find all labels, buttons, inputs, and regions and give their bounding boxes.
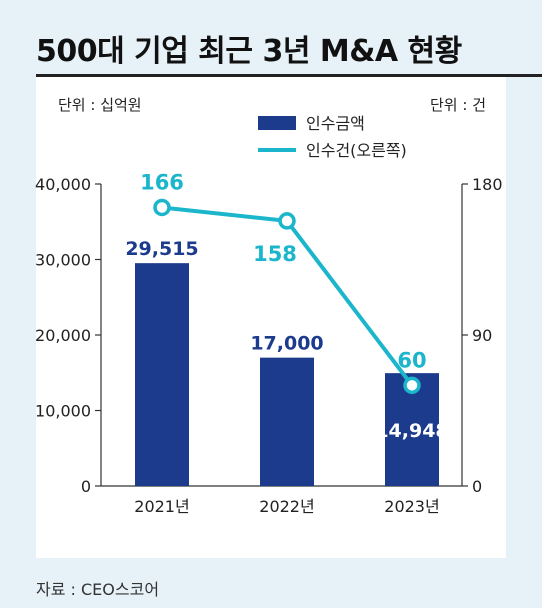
count-value-label: 166 xyxy=(140,170,184,194)
count-point xyxy=(278,212,296,230)
chart-title: 500대 기업 최근 3년 M&A 현황 xyxy=(36,34,462,69)
left-tick-label: 0 xyxy=(81,477,91,496)
right-tick-label: 180 xyxy=(472,175,503,194)
bar-value-label: 29,515 xyxy=(125,238,198,260)
bar-value-label: 17,000 xyxy=(250,333,323,355)
bar xyxy=(135,263,189,486)
data-labels: 29,515 17,000 14,948 166 158 60 xyxy=(125,170,448,442)
bars xyxy=(135,263,439,486)
x-tick-label: 2021년 xyxy=(134,497,189,516)
source-note: 자료 : CEO스코어 xyxy=(36,580,160,599)
bar-value-label: 14,948 xyxy=(375,420,448,442)
count-value-label: 60 xyxy=(397,348,426,372)
bar xyxy=(260,357,314,486)
right-tick-label: 0 xyxy=(472,477,482,496)
legend-bar-swatch xyxy=(258,116,296,130)
left-tick-label: 10,000 xyxy=(35,402,91,421)
line-series xyxy=(153,198,421,395)
right-tick-label: 90 xyxy=(472,326,492,345)
legend-bar-label: 인수금액 xyxy=(306,114,365,133)
count-value-label: 158 xyxy=(253,242,297,266)
left-tick-label: 30,000 xyxy=(35,251,91,270)
x-tick-label: 2022년 xyxy=(259,497,314,516)
title-rule xyxy=(36,74,542,77)
x-tick-label: 2023년 xyxy=(384,497,439,516)
count-point xyxy=(153,198,171,217)
count-point xyxy=(403,376,421,395)
left-tick-label: 40,000 xyxy=(35,175,91,194)
right-unit-label: 단위 : 건 xyxy=(430,96,486,114)
left-tick-label: 20,000 xyxy=(35,326,91,345)
left-unit-label: 단위 : 십억원 xyxy=(58,96,142,114)
legend-line-label: 인수건(오른쪽) xyxy=(306,141,407,160)
